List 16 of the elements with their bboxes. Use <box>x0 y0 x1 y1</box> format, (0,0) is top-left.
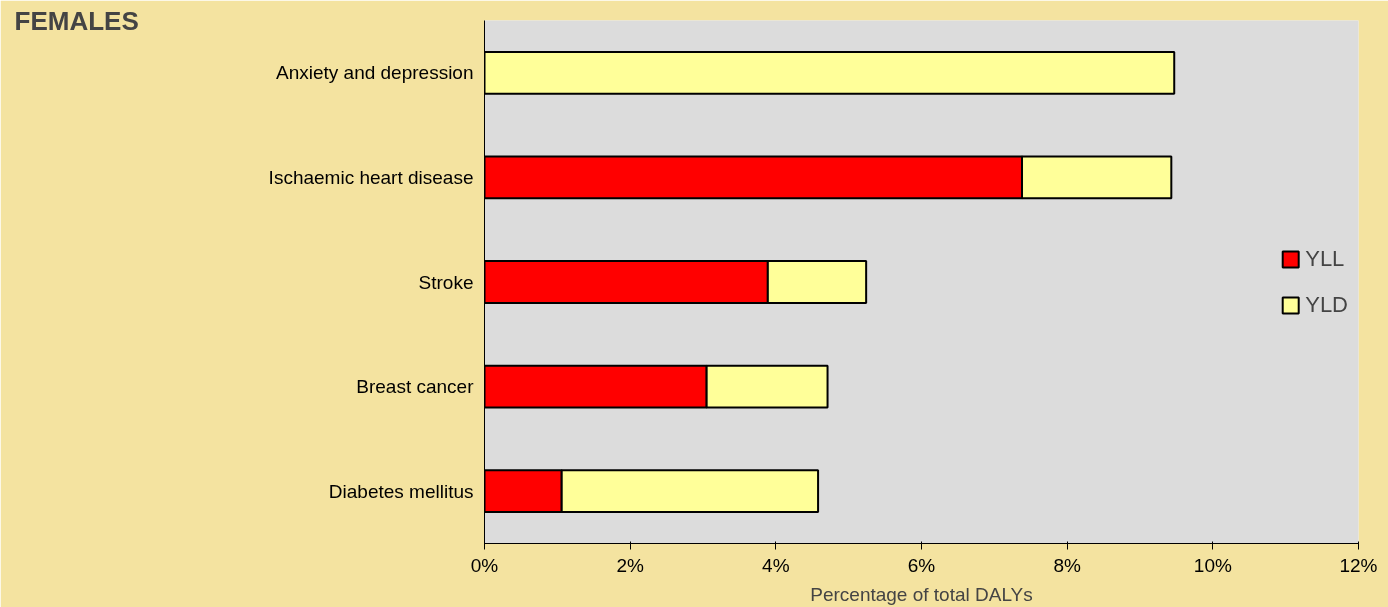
text: FEMALES <box>14 5 139 36</box>
x-tick-label: 12% <box>1339 554 1378 576</box>
x-tick-label: 2% <box>616 554 644 576</box>
x-tick-label: 10% <box>1193 554 1232 576</box>
y-tick-label: Ischaemic heart disease <box>268 166 474 188</box>
legend-label: YLD <box>1305 291 1348 318</box>
y-tick-label: Diabetes mellitus <box>328 480 474 502</box>
x-tick-label: 0% <box>470 554 499 576</box>
x-tick-label: 4% <box>762 554 790 576</box>
y-tick-label: Anxiety and depression <box>275 62 474 84</box>
x-axis-title: Percentage of total DALYs <box>810 583 1033 605</box>
y-tick-label: Stroke <box>418 271 474 293</box>
x-tick-label: 6% <box>907 554 936 576</box>
legend-label: YLL <box>1305 245 1345 272</box>
x-tick-label: 8% <box>1053 554 1081 576</box>
y-tick-label: Breast cancer <box>356 376 475 398</box>
